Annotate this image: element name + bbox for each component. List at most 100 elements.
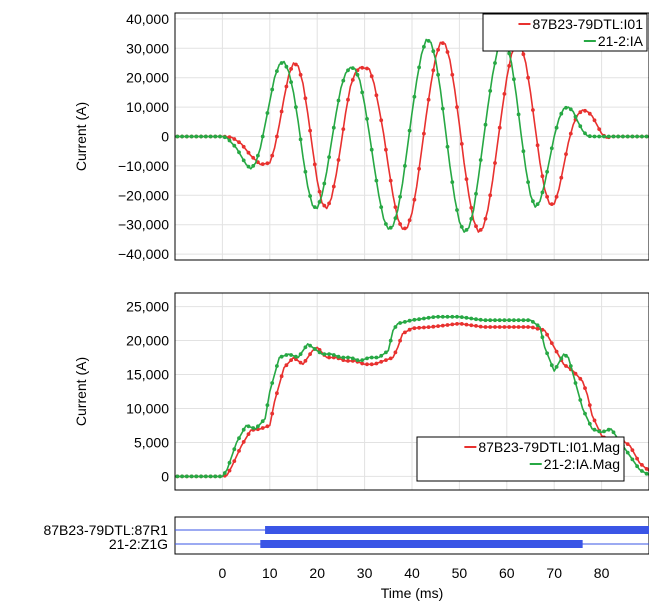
data-point: [227, 468, 232, 473]
data-point: [417, 65, 421, 70]
data-point: [488, 325, 493, 329]
x-tick-label: 40: [404, 565, 420, 581]
data-point: [374, 355, 379, 360]
data-point: [564, 353, 568, 358]
data-point: [289, 353, 293, 357]
data-point: [260, 426, 265, 430]
data-point: [592, 427, 597, 432]
data-point: [213, 134, 218, 139]
data-point: [388, 178, 393, 183]
data-point: [497, 125, 502, 130]
data-point: [426, 315, 431, 320]
data-point: [222, 471, 227, 475]
data-point: [497, 325, 502, 329]
data-point: [573, 114, 578, 119]
data-point: [488, 318, 493, 323]
x-tick-label: 60: [499, 565, 515, 581]
chart-0: 40,000 30,000 20,000 10,000 0 −10,000 −20,000 −…: [73, 11, 649, 262]
chart-1: 25,000 20,000 15,000 10,000 5,000 0 Current (A…: [73, 292, 649, 491]
data-point: [445, 144, 450, 149]
data-point: [412, 94, 417, 99]
series-line: [175, 316, 649, 478]
data-point: [459, 322, 464, 326]
data-point: [237, 150, 241, 155]
data-point: [275, 69, 279, 73]
data-point: [331, 125, 336, 130]
data-point: [478, 317, 483, 322]
data-point: [464, 315, 469, 320]
data-point: [189, 134, 194, 139]
data-point: [611, 430, 616, 435]
data-point: [355, 358, 360, 362]
data-point: [502, 325, 507, 329]
data-point: [578, 124, 583, 129]
data-point: [512, 77, 516, 82]
data-point: [241, 158, 246, 163]
data-point: [493, 61, 497, 65]
data-point: [564, 152, 568, 157]
data-point: [583, 386, 587, 390]
y-tick-label: −30,000: [118, 217, 169, 233]
data-point: [403, 226, 407, 231]
data-point: [180, 134, 185, 139]
data-point: [531, 325, 535, 330]
y-tick-label: −10,000: [118, 158, 169, 174]
data-point: [474, 191, 478, 196]
data-point: [450, 322, 455, 327]
data-point: [256, 153, 260, 158]
data-point: [464, 228, 469, 232]
data-point: [241, 427, 246, 432]
data-point: [327, 352, 331, 356]
y-tick-label: 10,000: [126, 400, 169, 416]
data-point: [521, 149, 526, 154]
data-point: [407, 318, 412, 323]
data-point: [545, 169, 549, 174]
data-point: [583, 108, 587, 113]
legend-box: [416, 436, 625, 482]
data-point: [436, 314, 440, 319]
data-point: [384, 350, 388, 355]
data-point: [241, 440, 246, 444]
data-point: [360, 90, 365, 95]
data-point: [355, 72, 360, 77]
data-point: [251, 426, 256, 430]
data-point: [464, 177, 469, 182]
data-point: [436, 324, 440, 328]
data-point: [587, 421, 592, 426]
data-point: [450, 72, 455, 77]
data-point: [275, 391, 279, 396]
data-point: [464, 322, 469, 327]
data-point: [540, 335, 545, 340]
data-point: [516, 325, 521, 329]
data-point: [635, 456, 639, 461]
data-point: [341, 127, 346, 131]
data-point: [350, 78, 355, 82]
data-point: [260, 134, 265, 139]
data-point: [455, 314, 459, 319]
data-point: [592, 418, 597, 423]
data-point: [227, 135, 232, 140]
data-point: [526, 180, 530, 185]
x-tick-label: 80: [594, 565, 610, 581]
data-point: [403, 320, 407, 324]
data-point: [218, 134, 222, 139]
data-point: [393, 325, 398, 329]
data-point: [289, 358, 293, 362]
data-point: [227, 138, 232, 143]
data-point: [322, 181, 327, 186]
data-point: [199, 474, 204, 479]
data-point: [578, 398, 583, 402]
data-point: [246, 150, 251, 155]
data-point: [317, 350, 322, 355]
data-point: [545, 351, 549, 356]
data-point: [592, 118, 597, 123]
data-point: [189, 474, 194, 479]
data-point: [222, 135, 227, 140]
data-point: [284, 353, 289, 357]
data-point: [493, 318, 497, 323]
data-point: [483, 318, 488, 323]
data-point: [398, 338, 402, 343]
data-point: [526, 75, 530, 80]
data-point: [573, 381, 578, 385]
data-point: [298, 137, 303, 142]
